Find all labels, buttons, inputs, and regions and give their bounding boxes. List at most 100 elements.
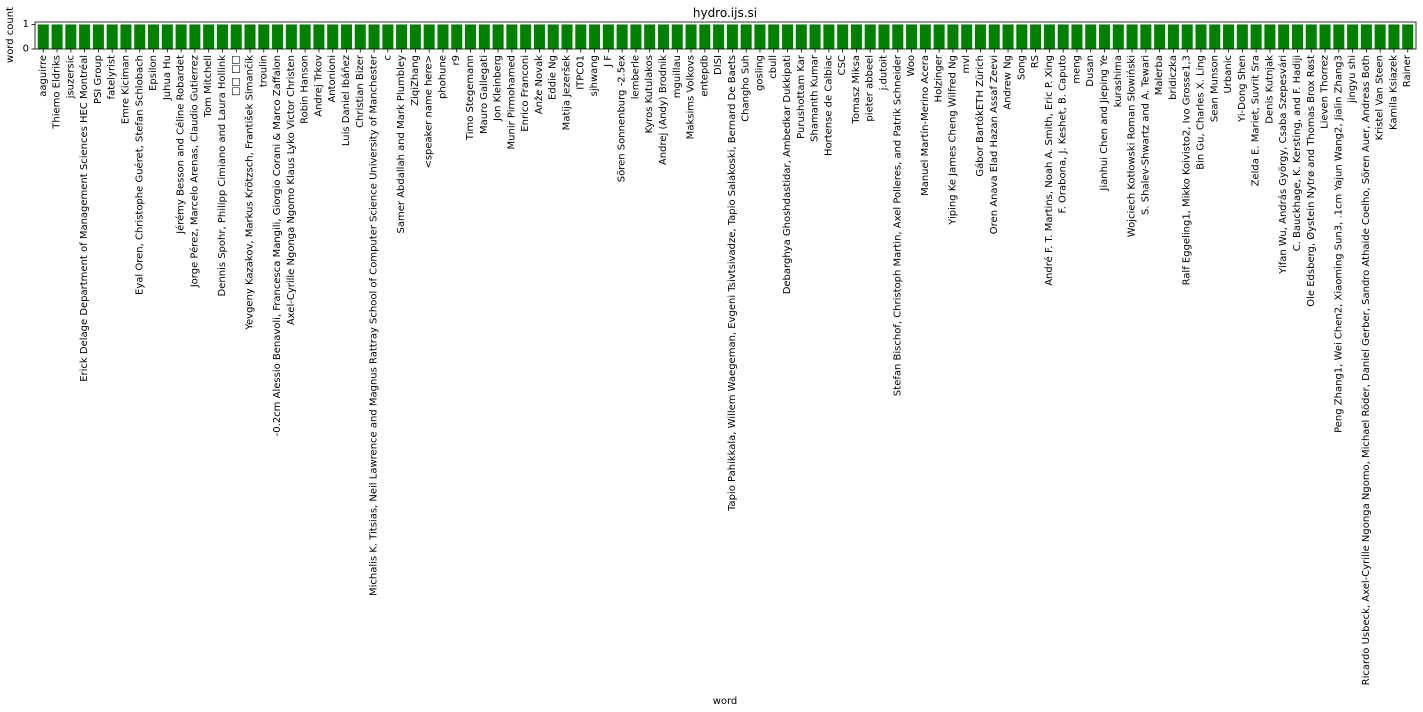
bar (919, 24, 931, 49)
x-tick-label: □□ □□ (231, 55, 242, 96)
bar (1154, 24, 1166, 49)
x-tick-label: André F. T. Martins, Noah A. Smith, Eric… (1043, 55, 1055, 286)
bar (492, 24, 504, 49)
bar (258, 24, 270, 49)
bar (354, 24, 366, 49)
bar (795, 24, 807, 49)
bar (1402, 24, 1414, 49)
bar (878, 24, 890, 49)
x-tick-label: Andrej (Andy) Brodnik (658, 55, 669, 165)
bar (285, 24, 297, 49)
x-tick-label: F. Orabona, J. Keshet, B. Caputo (1058, 55, 1069, 213)
x-tick-label: meng (1071, 55, 1082, 84)
bar (602, 24, 614, 49)
bar (961, 24, 973, 49)
x-tick-label: Antonioni (327, 55, 338, 103)
bar (79, 24, 91, 49)
x-tick-label: Zelda E. Mariet, Suvrit Sra (1251, 55, 1262, 186)
x-tick-label: troulin (258, 55, 269, 87)
x-tick-label: jsuzersic (65, 55, 76, 99)
x-tick-label: Eddie Ng (548, 55, 559, 100)
x-tick-label: Debarghya Ghoshdastidar, Ambedkar Dukkip… (782, 55, 793, 294)
y-tick-label: 1 (23, 19, 29, 30)
bar (1223, 24, 1235, 49)
bar (65, 24, 77, 49)
y-ticks-group: 01 (23, 19, 35, 55)
bar (92, 24, 104, 49)
x-tick-label: Manuel Martín-Merino Acera (919, 55, 931, 196)
x-tick-label: c (382, 55, 393, 61)
bar (506, 24, 518, 49)
bar (1236, 24, 1248, 49)
x-tick-label: Dusan (1085, 55, 1096, 87)
bar (106, 24, 118, 49)
x-tick-label: Ralf Eggeling1, Mikko Koivisto2, Ivo Gro… (1182, 55, 1193, 285)
x-tick-label: Matija Jezeršek (561, 55, 573, 131)
x-tick-label: Andrej Trkov (313, 55, 324, 117)
x-tick-label: Jérémy Besson and Céline Robardet (175, 55, 187, 235)
x-tick-label: Christian Bizer (355, 54, 366, 128)
x-tick-label: Erick Delage Department of Management Sc… (78, 55, 90, 382)
x-tick-label: S. Shalev-Shwartz and A. Tewari (1140, 55, 1151, 215)
x-tick-label: Eyal Oren, Christophe Guéret, Stefan Sch… (133, 55, 145, 295)
x-tick-label: j.dutoit (879, 55, 890, 91)
x-tick-label: Enrico Franconi (520, 55, 531, 132)
bar (823, 24, 835, 49)
x-tick-label: Yi-Dong Shen (1237, 55, 1248, 123)
x-tick-label: Epsilon (148, 55, 159, 91)
bar (1112, 24, 1124, 49)
x-tick-label: pieter abbeel (865, 55, 876, 122)
bar (327, 24, 339, 49)
chart-title: hydro.ijs.si (693, 6, 757, 20)
bar (1195, 24, 1207, 49)
x-tick-label: Denis Kutnjak (1264, 55, 1275, 124)
x-tick-label: mvl (961, 55, 972, 73)
x-tick-label: Kyros Kutulakos (644, 55, 655, 133)
bar (671, 24, 683, 49)
x-tick-label: Jorge Pérez, Marcelo Arenas, Claudio Gut… (188, 55, 200, 288)
bar (244, 24, 256, 49)
x-tick-label: Timo Stegemann (465, 55, 476, 141)
y-tick-label: 0 (23, 44, 29, 55)
x-tick-label: ITPC01 (575, 55, 586, 90)
bar (974, 24, 986, 49)
x-tick-label: Malerba (1154, 55, 1165, 95)
x-tick-label: RS (1030, 55, 1041, 68)
x-tick-label: PSI Group (93, 55, 104, 104)
bars-group (37, 24, 1414, 49)
x-tick-label: Yiping Ke James Cheng Wilfred Ng (947, 55, 958, 226)
x-tick-label: Emre Kiciman (120, 55, 131, 124)
bar (1126, 24, 1138, 49)
x-tick-label: lemberle (630, 55, 641, 99)
bar (37, 24, 49, 49)
bar (657, 24, 669, 49)
x-tick-label: gosling (754, 55, 765, 91)
bar (1319, 24, 1331, 49)
bar (203, 24, 215, 49)
x-tick-label: Thiemo Eldriks (52, 55, 63, 130)
bar (1278, 24, 1290, 49)
bar (478, 24, 490, 49)
x-tick-label: Axel-Cyrille Ngonga Ngomo Klaus Lyko Vic… (286, 55, 297, 325)
x-tick-label: Shamanth Kumar (810, 54, 821, 142)
x-tick-label: Woo (906, 55, 917, 77)
x-tick-label: Urbanic (1223, 55, 1234, 94)
bar (368, 24, 380, 49)
bar (216, 24, 228, 49)
x-axis-label: word (713, 696, 738, 707)
bar (423, 24, 435, 49)
bar (782, 24, 794, 49)
x-tick-label: Yifan Wu, András György, Csaba Szepesvár… (1277, 55, 1289, 275)
x-tick-label: Anže Novak (533, 55, 545, 114)
x-tick-label: aaguirre (38, 55, 49, 97)
bar (533, 24, 545, 49)
x-tick-label: Munir Pirmohamed (506, 55, 517, 149)
x-tick-label: Gábor BartókETH Zürich (974, 55, 986, 177)
x-tick-label: Stefan Bischof, Christoph Martin, Axel P… (892, 54, 903, 396)
x-tick-label: Lieven Thorrez (1320, 55, 1331, 129)
bar (713, 24, 725, 49)
bar (740, 24, 752, 49)
plot-area-frame (34, 21, 1417, 50)
bar (630, 24, 642, 49)
